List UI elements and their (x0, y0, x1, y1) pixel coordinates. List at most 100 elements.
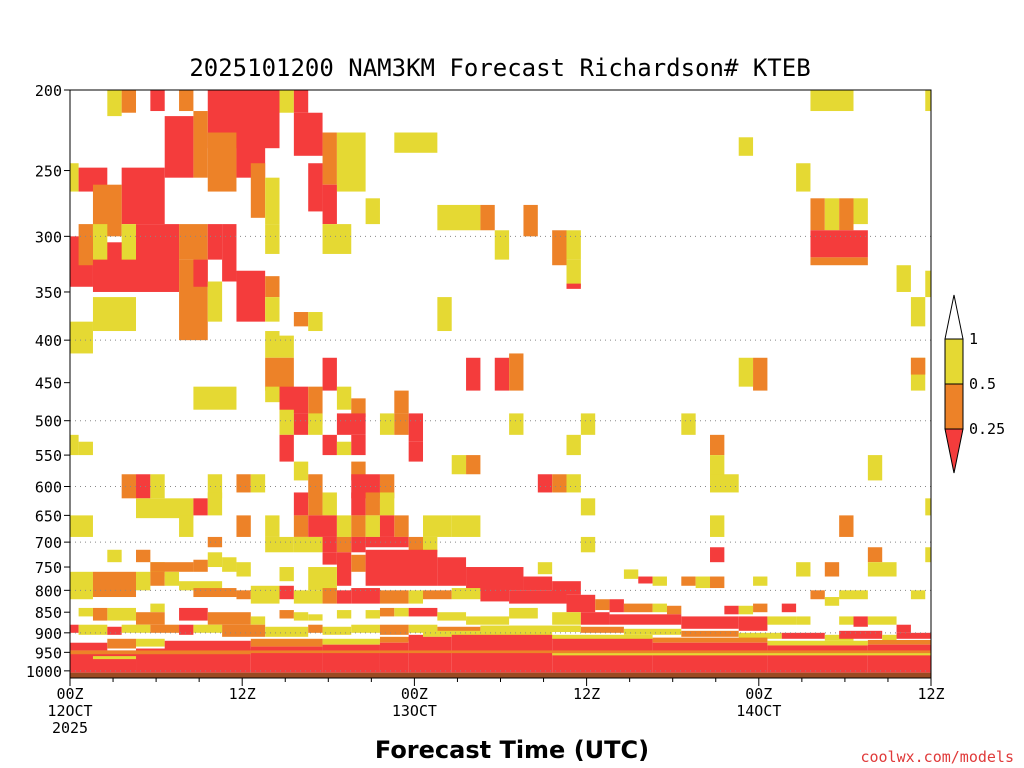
ri-cell (70, 642, 108, 651)
ri-cell (566, 259, 581, 287)
y-tick-label: 500 (35, 413, 62, 431)
ri-cell (408, 441, 424, 462)
y-tick-label: 550 (35, 447, 62, 465)
ri-cell (509, 413, 524, 435)
ri-cell (437, 612, 467, 621)
x-tick-label: 12Z (917, 685, 944, 703)
ri-cell (236, 562, 251, 577)
ri-cell (351, 515, 366, 537)
ri-cell (150, 90, 165, 112)
ri-cell (150, 571, 165, 586)
ri-cell (423, 590, 452, 600)
ri-cell (207, 224, 223, 260)
ri-cell (150, 603, 165, 613)
ri-cell (867, 562, 897, 577)
ri-cell (207, 552, 223, 568)
ri-cell (207, 132, 237, 192)
ri-cell (107, 626, 122, 635)
ri-cell (322, 184, 337, 225)
ri-cell (480, 204, 495, 231)
ri-cell (322, 552, 337, 565)
gridlines (70, 235, 931, 672)
ri-cell (552, 474, 567, 493)
ri-cell (70, 650, 137, 673)
ri-cell (70, 515, 93, 537)
ri-cell (796, 163, 811, 192)
ri-cell (609, 614, 682, 625)
ri-cell (179, 224, 208, 260)
ri-cell (179, 90, 194, 112)
ri-cell (164, 640, 251, 651)
colorbar-label: 0.25 (969, 420, 1005, 438)
plot-area (70, 90, 931, 678)
ri-cell (336, 552, 352, 586)
ri-cell (308, 567, 337, 591)
ri-cell (925, 547, 931, 563)
ri-cell (293, 492, 309, 516)
ri-cell (136, 638, 165, 647)
ri-cell (136, 549, 151, 563)
ri-cell (552, 653, 931, 656)
ri-cell (236, 590, 251, 600)
ri-cell (839, 515, 854, 537)
ri-cell (250, 616, 266, 625)
ri-cell (408, 636, 452, 673)
y-tick-label: 650 (35, 507, 62, 525)
ri-cell (566, 474, 581, 493)
ri-cell (623, 628, 682, 635)
ri-cell (810, 90, 854, 112)
ri-cell (623, 603, 653, 613)
ri-cell (136, 571, 151, 591)
ri-cell (293, 590, 323, 604)
y-axis: 200 250 300 350 400 450 500 550 600 650 700 750 800 8… (26, 82, 70, 681)
y-tick-label: 800 (35, 582, 62, 600)
ri-cell (265, 224, 280, 254)
colorbar-legend: 1 0.5 0.25 (944, 294, 1005, 474)
ri-cell (207, 474, 223, 499)
ri-cell (279, 585, 294, 600)
ri-cell (566, 283, 581, 289)
ri-cell (308, 413, 323, 435)
ri-cell (738, 137, 754, 156)
ri-cell (121, 90, 137, 113)
ri-cell (308, 163, 323, 212)
ri-cell (509, 353, 524, 391)
ri-cell (867, 644, 931, 673)
ri-cell (193, 498, 208, 516)
y-tick-label: 900 (35, 625, 62, 643)
ri-cell (365, 492, 380, 516)
x-tick-label: 00Z (745, 685, 772, 703)
ri-cell (552, 634, 653, 640)
ri-cell (336, 536, 352, 553)
ri-cell (810, 230, 868, 258)
ri-cell (652, 637, 768, 643)
ri-cell (509, 590, 567, 604)
ri-cell (193, 624, 223, 633)
ri-cell (681, 630, 739, 637)
ri-cell (394, 515, 409, 537)
ri-cell (867, 455, 883, 481)
ri-cell (379, 515, 395, 537)
ri-cell (580, 536, 596, 553)
ri-cell (70, 571, 93, 600)
colorbar-label: 0.5 (969, 375, 996, 393)
ri-cell (738, 605, 754, 615)
ri-cell (222, 557, 237, 572)
colorbar-segment-0.25-0.5 (944, 383, 964, 430)
ri-cell (925, 90, 931, 112)
ri-cell (92, 656, 137, 660)
ri-cell (308, 492, 323, 516)
y-tick-label: 350 (35, 284, 62, 302)
ri-cell (293, 112, 323, 156)
ri-cell (423, 536, 438, 553)
ri-cell (265, 515, 280, 537)
ri-cell (336, 515, 352, 537)
ri-cell (738, 632, 782, 639)
ri-cell (451, 634, 553, 673)
ri-cell (537, 562, 553, 575)
ri-cell (839, 198, 854, 231)
ri-cell (796, 616, 811, 625)
ri-cell (92, 607, 108, 621)
